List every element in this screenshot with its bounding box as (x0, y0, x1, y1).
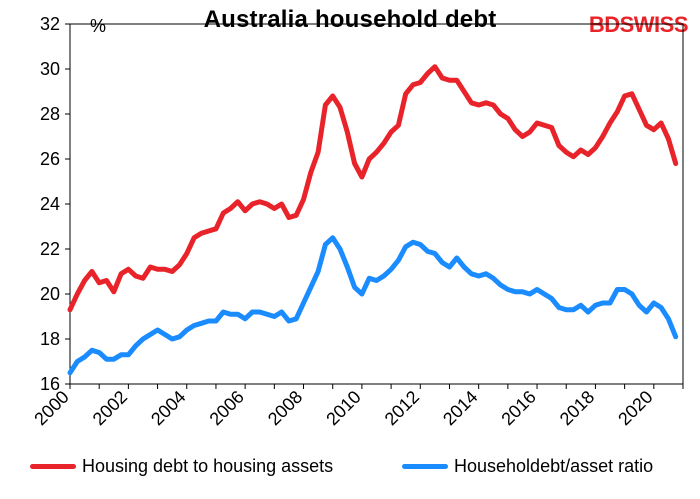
legend-label: Householdebt/asset ratio (454, 456, 654, 476)
x-tick-label: 2012 (381, 387, 423, 429)
y-tick-label: 16 (40, 374, 60, 394)
chart-legend: Housing debt to housing assets Household… (30, 456, 690, 482)
legend-swatch-red (30, 464, 76, 469)
x-tick-label: 2002 (89, 387, 131, 429)
x-tick-label: 2018 (556, 387, 598, 429)
legend-item-household-debt-asset: Householdebt/asset ratio (402, 456, 653, 477)
y-axis-unit: % (90, 16, 107, 36)
y-tick-label: 18 (40, 329, 60, 349)
x-tick-label: 2016 (497, 387, 539, 429)
y-tick-label: 22 (40, 239, 60, 259)
legend-item-housing-debt: Housing debt to housing assets (30, 456, 333, 477)
x-tick-label: 2020 (614, 387, 656, 429)
chart-title: Australia household debt (203, 6, 497, 33)
y-tick-label: 28 (40, 104, 60, 124)
x-tick-label: 2000 (30, 387, 72, 429)
x-tick-label: 2004 (147, 387, 189, 429)
x-tick-label: 2008 (264, 387, 306, 429)
series-line-1 (67, 235, 679, 376)
y-tick-label: 26 (40, 149, 60, 169)
x-tick-label: 2014 (439, 387, 481, 429)
legend-label: Housing debt to housing assets (82, 456, 334, 476)
y-tick-label: 24 (40, 194, 60, 214)
y-tick-label: 30 (40, 59, 60, 79)
y-tick-label: 32 (40, 14, 60, 34)
chart-axes: 16 18 20 22 24 26 28 30 32 2000 2002 2004 2006 2008 20… (30, 14, 684, 429)
x-tick-label: 2010 (322, 387, 364, 429)
y-tick-label: 20 (40, 284, 60, 304)
chart-series (67, 64, 679, 376)
legend-swatch-blue (402, 464, 448, 469)
x-tick-label: 2006 (206, 387, 248, 429)
series-line-0 (67, 64, 679, 313)
